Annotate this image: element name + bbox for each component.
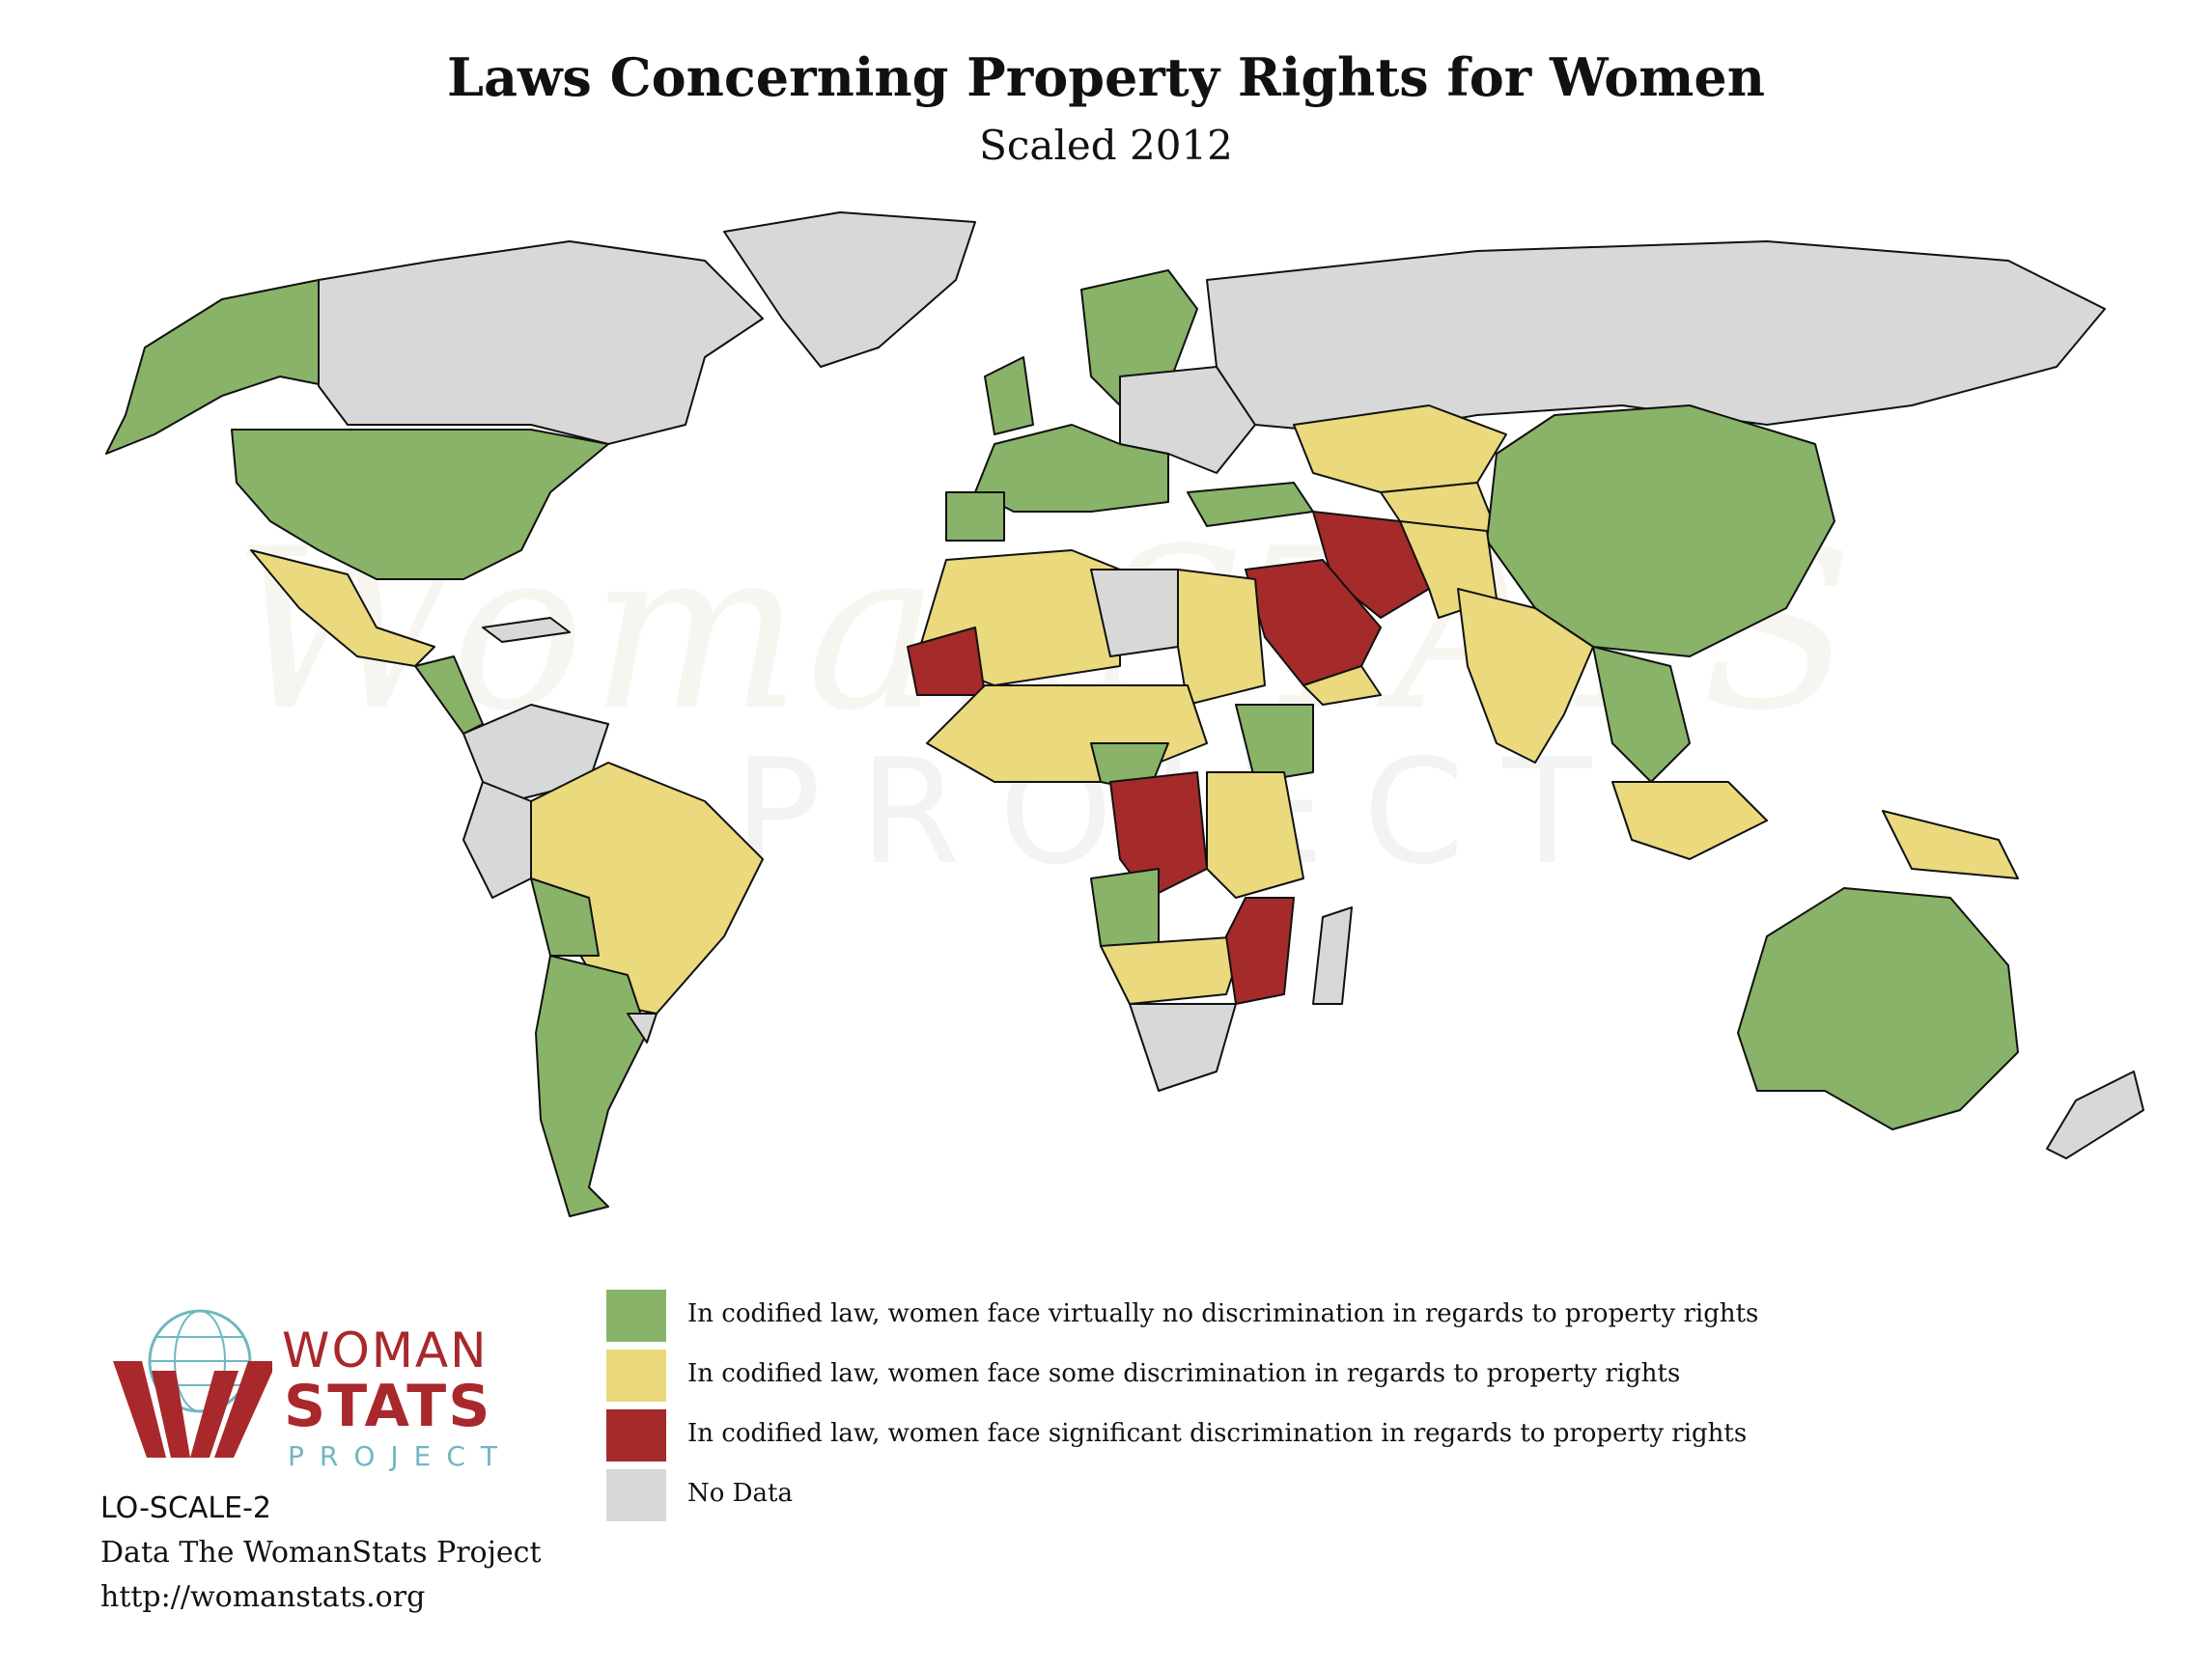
region-china bbox=[1486, 404, 1835, 657]
region-madagascar bbox=[1312, 906, 1353, 1005]
region-argentina-chile bbox=[535, 955, 648, 1217]
map-title: Laws Concerning Property Rights for Wome… bbox=[446, 46, 1765, 108]
region-alaska bbox=[105, 279, 329, 455]
world-map bbox=[105, 211, 2144, 1217]
region-usa bbox=[231, 429, 609, 580]
region-peru bbox=[462, 781, 532, 899]
region-iberia bbox=[945, 491, 1005, 542]
region-ethiopia bbox=[1235, 704, 1314, 783]
logo-text-stats: STATS bbox=[284, 1373, 492, 1440]
legend-item: In codified law, women face some discrim… bbox=[606, 1350, 1862, 1409]
logo-text-woman: WOMAN bbox=[282, 1322, 489, 1378]
footer: LO-SCALE-2 Data The WomanStats Project h… bbox=[100, 1487, 542, 1620]
region-india bbox=[1457, 588, 1594, 764]
legend-item: In codified law, women face significant … bbox=[606, 1409, 1862, 1469]
region-southern-africa bbox=[1100, 935, 1246, 1005]
region-mexico bbox=[250, 549, 435, 667]
legend: In codified law, women face virtually no… bbox=[606, 1290, 1862, 1529]
logo-hands-icon bbox=[113, 1309, 272, 1458]
region-sahel bbox=[926, 684, 1208, 783]
region-cuba bbox=[482, 617, 571, 643]
womanstats-logo: WOMAN STATS PROJECT bbox=[108, 1303, 514, 1472]
legend-swatch bbox=[606, 1469, 666, 1521]
legend-swatch bbox=[606, 1350, 666, 1402]
region-australia bbox=[1737, 887, 2019, 1130]
region-uruguay bbox=[627, 1013, 658, 1044]
legend-label: No Data bbox=[687, 1479, 793, 1508]
region-egypt-sudan bbox=[1177, 569, 1266, 706]
map-subtitle: Scaled 2012 bbox=[979, 122, 1233, 169]
region-southeast-asia bbox=[1592, 646, 1691, 783]
legend-swatch bbox=[606, 1409, 666, 1461]
region-yemen-oman bbox=[1302, 665, 1382, 706]
region-new-zealand bbox=[2046, 1071, 2144, 1159]
legend-item: In codified law, women face virtually no… bbox=[606, 1290, 1862, 1350]
region-bolivia bbox=[530, 877, 600, 957]
legend-label: In codified law, women face virtually no… bbox=[687, 1299, 1759, 1328]
region-indonesia bbox=[1611, 781, 1768, 860]
region-mauritania bbox=[907, 626, 986, 696]
map-code: LO-SCALE-2 bbox=[100, 1491, 272, 1525]
region-canada bbox=[318, 240, 764, 445]
region-uk bbox=[984, 356, 1034, 435]
legend-swatch bbox=[606, 1290, 666, 1342]
region-south-africa bbox=[1129, 1003, 1237, 1092]
region-russia bbox=[1206, 240, 2106, 435]
region-new-guinea bbox=[1882, 810, 2019, 879]
data-source: Data The WomanStats Project bbox=[100, 1536, 542, 1570]
logo-text-project: PROJECT bbox=[288, 1440, 513, 1472]
region-angola bbox=[1090, 868, 1160, 947]
legend-item: No Data bbox=[606, 1469, 1862, 1529]
region-congo bbox=[1109, 771, 1208, 899]
legend-label: In codified law, women face some discrim… bbox=[687, 1359, 1681, 1388]
region-greenland bbox=[723, 211, 976, 368]
region-mozambique bbox=[1225, 897, 1295, 1005]
legend-label: In codified law, women face significant … bbox=[687, 1419, 1748, 1448]
region-central-america bbox=[414, 655, 484, 735]
region-turkey bbox=[1187, 482, 1314, 527]
region-east-africa bbox=[1206, 771, 1304, 899]
source-url[interactable]: http://womanstats.org bbox=[100, 1580, 426, 1614]
